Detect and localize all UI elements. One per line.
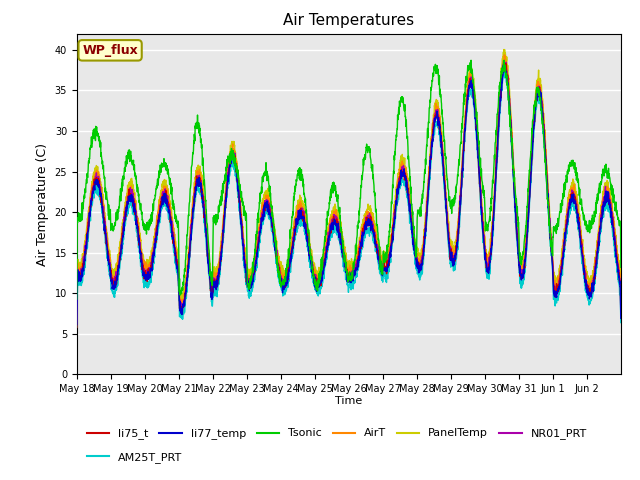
X-axis label: Time: Time [335, 396, 362, 406]
Y-axis label: Air Temperature (C): Air Temperature (C) [36, 143, 49, 265]
Text: WP_flux: WP_flux [82, 44, 138, 57]
Title: Air Temperatures: Air Temperatures [284, 13, 414, 28]
Legend: AM25T_PRT: AM25T_PRT [83, 448, 187, 468]
